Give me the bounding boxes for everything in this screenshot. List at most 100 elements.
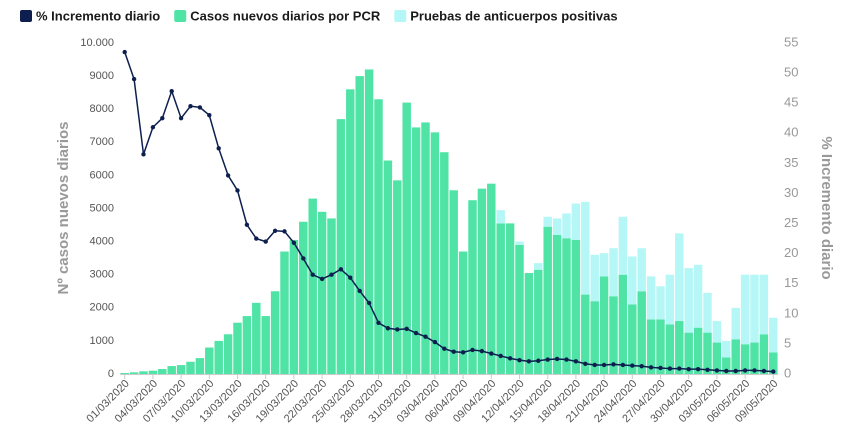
bar — [693, 264, 703, 328]
bar — [562, 238, 571, 374]
line-point — [244, 222, 250, 227]
bar — [590, 254, 599, 302]
y2-tick-label: 40 — [784, 125, 798, 140]
line-point — [329, 272, 334, 277]
line-point — [225, 173, 231, 178]
bar — [515, 244, 524, 374]
line-point — [216, 146, 221, 151]
line-point — [366, 300, 372, 306]
bar — [261, 316, 270, 374]
line-point — [742, 368, 748, 373]
bar — [618, 216, 628, 275]
y-tick-label: 9000 — [90, 70, 114, 82]
bar — [618, 274, 628, 374]
line-point — [545, 357, 550, 362]
bar — [242, 316, 252, 374]
line-point — [761, 368, 767, 374]
line-point — [122, 49, 127, 55]
bar — [684, 332, 693, 374]
bar — [468, 200, 477, 374]
line-point — [291, 240, 297, 246]
bar — [665, 324, 675, 374]
bar — [440, 152, 449, 374]
legend-marker — [174, 10, 187, 22]
bar — [317, 211, 327, 374]
bar — [722, 340, 731, 358]
y-tick-label: 4000 — [90, 236, 114, 248]
bar — [571, 239, 581, 374]
bar — [383, 160, 393, 374]
line-point — [583, 361, 588, 366]
line-point — [263, 239, 268, 244]
bar — [731, 307, 740, 340]
bar — [581, 201, 590, 295]
bar — [496, 210, 505, 224]
y2-tick-label: 15 — [784, 275, 798, 290]
bar — [637, 248, 646, 292]
bar — [665, 274, 675, 325]
bar — [684, 268, 693, 333]
bar — [308, 198, 317, 374]
bar — [675, 321, 684, 374]
bar — [515, 241, 524, 245]
y-tick-label: 1000 — [90, 335, 114, 347]
y-tick-label: 5000 — [90, 202, 114, 214]
line — [123, 51, 774, 373]
bar — [195, 358, 205, 374]
bar — [703, 332, 712, 374]
y2-tick-label: 0 — [784, 365, 791, 380]
bar — [562, 213, 571, 239]
bar — [364, 69, 374, 374]
bar — [223, 334, 233, 374]
line-point — [695, 366, 701, 372]
bar — [543, 226, 552, 374]
line-point — [526, 359, 532, 364]
bar — [731, 339, 740, 374]
bar — [524, 273, 534, 374]
bar — [487, 183, 496, 374]
bar — [740, 274, 750, 345]
line-point — [131, 76, 137, 82]
bar — [496, 223, 505, 374]
line-point — [489, 351, 494, 356]
bar — [534, 269, 543, 374]
line-point — [554, 356, 560, 362]
line-point — [338, 267, 344, 272]
y2-tick-label: 5 — [784, 335, 791, 350]
line-point — [611, 362, 616, 367]
bar — [270, 291, 280, 374]
y-tick-label: 6000 — [90, 169, 114, 181]
y-tick-label: 2000 — [90, 302, 114, 314]
bar — [599, 276, 609, 374]
legend-label: % Incremento diario — [36, 8, 160, 23]
y-tick-label: 8000 — [90, 103, 114, 115]
line-point — [498, 353, 503, 359]
bar — [609, 296, 618, 374]
bar — [327, 218, 336, 374]
bar — [628, 256, 637, 305]
bar — [609, 248, 618, 297]
bar — [355, 76, 364, 374]
bar — [449, 190, 458, 374]
bar — [628, 304, 637, 374]
line-point — [564, 357, 569, 362]
bar — [712, 321, 722, 343]
bar — [759, 334, 769, 374]
line-point — [573, 359, 579, 364]
bar — [214, 340, 223, 374]
bar — [176, 365, 186, 374]
bar — [750, 274, 759, 343]
bar — [346, 89, 355, 374]
bar — [393, 180, 402, 374]
bar — [148, 370, 158, 374]
bar — [769, 352, 778, 374]
bar — [722, 357, 731, 374]
line-point — [714, 368, 720, 373]
bar — [129, 372, 139, 374]
y2-tick-label: 30 — [784, 185, 798, 200]
line-point — [395, 327, 400, 332]
bar — [402, 102, 411, 374]
bar — [656, 286, 665, 320]
bar — [158, 369, 167, 374]
line-point — [413, 330, 419, 336]
